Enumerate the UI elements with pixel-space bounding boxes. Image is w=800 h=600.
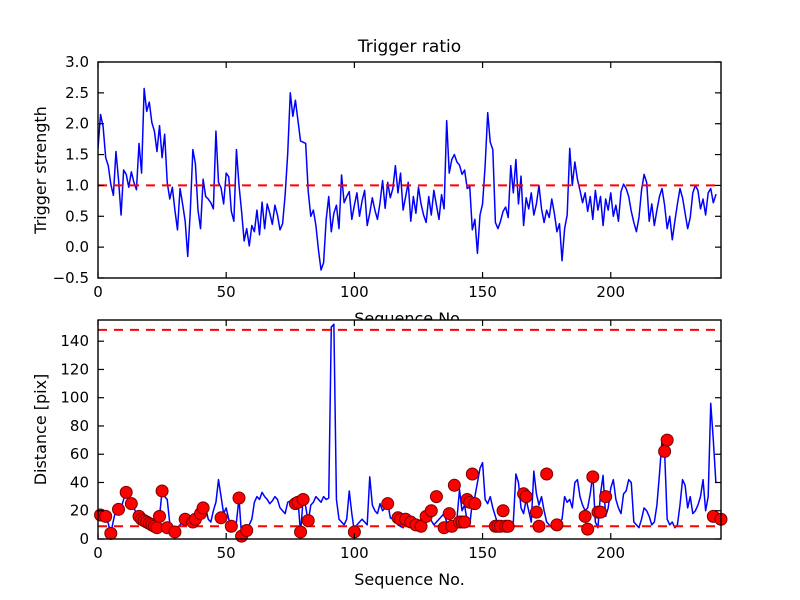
data-marker (424, 504, 438, 518)
data-marker (519, 490, 533, 504)
ytick-label: 120 (60, 360, 89, 378)
data-marker (104, 526, 118, 540)
data-marker (458, 515, 472, 529)
data-marker (232, 491, 246, 505)
ytick-label: 2.0 (65, 115, 89, 133)
data-marker (442, 507, 456, 521)
data-marker (586, 470, 600, 484)
plot-title: Trigger ratio (357, 37, 461, 57)
ytick-label: 20 (70, 502, 89, 520)
ytick-label: 0.0 (65, 238, 89, 256)
ytick-label: 60 (70, 445, 89, 463)
xtick-label: 200 (596, 544, 625, 562)
data-marker (119, 485, 133, 499)
xtick-label: 50 (217, 283, 236, 301)
data-marker (550, 518, 564, 532)
ytick-label: 0.5 (65, 207, 89, 225)
xtick-label: 0 (93, 544, 103, 562)
data-marker (296, 492, 310, 506)
ytick-label: 1.5 (65, 146, 89, 164)
ytick-label: 3.0 (65, 53, 89, 71)
xtick-label: 150 (468, 283, 497, 301)
xtick-label: 100 (340, 283, 369, 301)
data-marker (294, 525, 308, 539)
ytick-label: 0 (79, 530, 89, 548)
data-marker (224, 519, 238, 533)
axes-frame (97, 61, 722, 279)
data-marker (301, 514, 315, 528)
ytick-label: 2.5 (65, 84, 89, 102)
data-marker (594, 505, 607, 519)
data-marker (465, 467, 479, 481)
data-marker (540, 467, 554, 481)
axes-frame (97, 319, 722, 540)
data-marker (532, 519, 546, 533)
axes-panel-top: 0 50 100 150 200−0.50.00.51.01.52.02.53.0Seq… (31, 37, 722, 328)
data-marker (468, 497, 482, 511)
ytick-label: 140 (60, 332, 89, 350)
data-marker (658, 444, 672, 458)
data-marker (496, 504, 510, 518)
data-marker (214, 511, 228, 525)
ytick-label: 100 (60, 389, 89, 407)
data-line-trigger-strength (98, 87, 717, 271)
xtick-label: 0 (93, 283, 103, 301)
data-marker (501, 519, 515, 533)
data-marker (381, 497, 395, 511)
data-marker (599, 490, 613, 504)
ytick-label: 1.0 (65, 176, 89, 194)
xtick-label: 200 (596, 283, 625, 301)
axes-panel-bottom: 0 50 100 150 200 0 20 40 60 80 100 120 140 Sequence N… (31, 319, 728, 589)
x-axis-label: Sequence No. (354, 570, 465, 589)
data-marker (660, 433, 674, 447)
ytick-label: 80 (70, 417, 89, 435)
xtick-label: 150 (468, 544, 497, 562)
ytick-label: 40 (70, 473, 89, 491)
y-axis-label: Distance [pix] (31, 374, 50, 486)
y-axis-label: Trigger strength (31, 106, 50, 235)
data-marker (196, 501, 210, 515)
data-marker (99, 509, 113, 523)
marker-group (94, 433, 728, 543)
data-marker (124, 497, 138, 511)
data-marker (429, 490, 443, 504)
plot-background (98, 320, 721, 539)
xtick-label: 100 (340, 544, 369, 562)
plot-background (98, 62, 721, 278)
data-marker (153, 509, 167, 523)
data-marker (240, 524, 254, 538)
data-marker (155, 484, 169, 498)
ytick-label: −0.5 (53, 269, 89, 287)
data-marker (578, 509, 592, 523)
data-marker (529, 505, 543, 519)
data-marker (112, 502, 126, 516)
data-marker (447, 478, 461, 492)
data-marker (168, 525, 182, 539)
xtick-label: 50 (217, 544, 236, 562)
data-marker (581, 522, 595, 536)
